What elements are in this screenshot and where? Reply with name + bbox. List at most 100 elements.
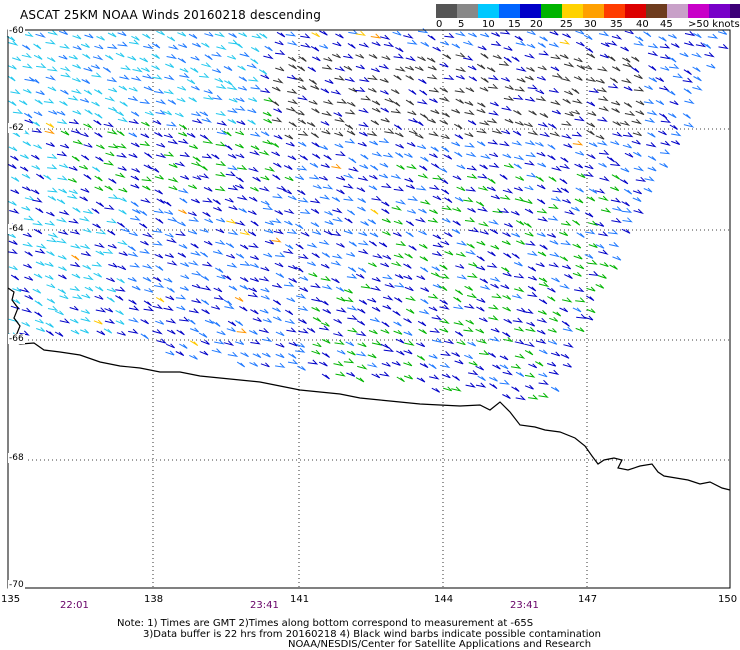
wind-barb — [296, 65, 306, 72]
lat-tick-64: -64 — [8, 224, 25, 234]
wind-barb — [501, 266, 510, 273]
wind-barb — [34, 318, 44, 324]
wind-barb — [379, 371, 390, 377]
wind-barb — [71, 254, 80, 261]
map-frame — [7, 29, 731, 589]
wind-barb — [226, 218, 237, 225]
wind-barb — [59, 43, 70, 49]
wind-barb — [585, 76, 597, 83]
wind-barb — [439, 96, 450, 102]
wind-barb — [570, 109, 581, 115]
wind-barb — [608, 83, 619, 89]
wind-barb — [80, 187, 90, 193]
wind-barb — [298, 328, 309, 334]
wind-barb — [610, 140, 620, 146]
wind-barb — [586, 53, 596, 59]
wind-barb — [216, 217, 226, 223]
wind-barb — [584, 212, 594, 218]
wind-barb — [432, 234, 442, 240]
wind-barb — [623, 188, 633, 195]
wind-barb — [155, 319, 165, 325]
wind-barb — [180, 274, 190, 280]
wind-barb — [247, 292, 259, 298]
wind-barb — [318, 361, 328, 367]
wind-barb — [476, 255, 485, 262]
wind-barb — [260, 266, 270, 272]
wind-barb — [24, 112, 33, 119]
wind-barb — [151, 65, 160, 71]
wind-barb — [310, 283, 321, 289]
wind-barb — [59, 210, 70, 216]
wind-barb — [72, 207, 81, 213]
wind-barb — [132, 209, 141, 214]
wind-barb — [31, 127, 43, 134]
wind-barb — [236, 361, 246, 368]
wind-barb — [550, 54, 562, 60]
wind-barb — [488, 75, 499, 81]
wind-barb — [140, 240, 149, 246]
wind-barb — [177, 57, 187, 64]
wind-barb — [21, 173, 31, 179]
wind-barb — [343, 183, 354, 189]
wind-barb — [236, 120, 246, 126]
wind-barb — [526, 30, 536, 36]
wind-barb — [283, 165, 293, 170]
wind-barb — [131, 167, 141, 173]
wind-barb — [633, 40, 645, 46]
wind-barb — [215, 267, 224, 274]
wind-barb — [620, 46, 629, 52]
wind-barb — [548, 215, 559, 221]
wind-barb — [143, 86, 153, 91]
wind-barb — [71, 155, 80, 162]
wind-barb — [299, 154, 308, 161]
wind-barb — [635, 176, 647, 182]
wind-barb — [480, 284, 491, 291]
wind-barb — [191, 298, 202, 304]
wind-barb — [584, 315, 594, 321]
wind-barb — [227, 85, 238, 91]
wind-barb — [295, 266, 304, 273]
wind-barb — [82, 53, 91, 60]
wind-barb — [8, 240, 18, 245]
wind-barb — [320, 120, 330, 126]
wind-barb — [143, 164, 153, 170]
wind-barb — [468, 262, 478, 267]
wind-barb — [103, 248, 114, 254]
wind-barb — [36, 327, 46, 332]
wind-barb — [119, 101, 128, 107]
wind-barb — [561, 297, 573, 303]
wind-barb — [249, 277, 259, 282]
wind-barb — [249, 150, 261, 156]
wind-barb — [499, 379, 510, 385]
wind-barb — [536, 151, 546, 157]
wind-barb — [225, 242, 235, 249]
wind-barb — [319, 145, 329, 150]
wind-barb — [275, 331, 285, 337]
wind-barb — [394, 297, 403, 303]
wind-barb — [463, 326, 474, 332]
wind-barb — [514, 196, 526, 203]
wind-barb — [609, 77, 618, 84]
wind-barb — [499, 364, 509, 370]
wind-barb — [440, 240, 450, 246]
wind-barb — [83, 208, 94, 215]
wind-barb — [347, 314, 358, 320]
colorbar-swatch — [562, 4, 583, 18]
wind-barb — [131, 75, 142, 82]
wind-barb — [67, 193, 78, 200]
wind-barb — [430, 163, 440, 169]
wind-barb — [660, 117, 672, 123]
wind-barb — [502, 336, 514, 343]
wind-barb — [513, 155, 525, 161]
wind-barb — [525, 326, 536, 333]
wind-barb — [490, 276, 501, 283]
wind-barb — [259, 150, 270, 156]
wind-barb — [69, 286, 81, 292]
wind-barb — [211, 153, 220, 160]
wind-barb — [467, 65, 477, 71]
wind-barb — [468, 32, 477, 38]
wind-barb — [153, 88, 165, 94]
wind-barb — [383, 346, 395, 352]
wind-barb — [56, 110, 66, 116]
wind-barb — [684, 98, 695, 105]
